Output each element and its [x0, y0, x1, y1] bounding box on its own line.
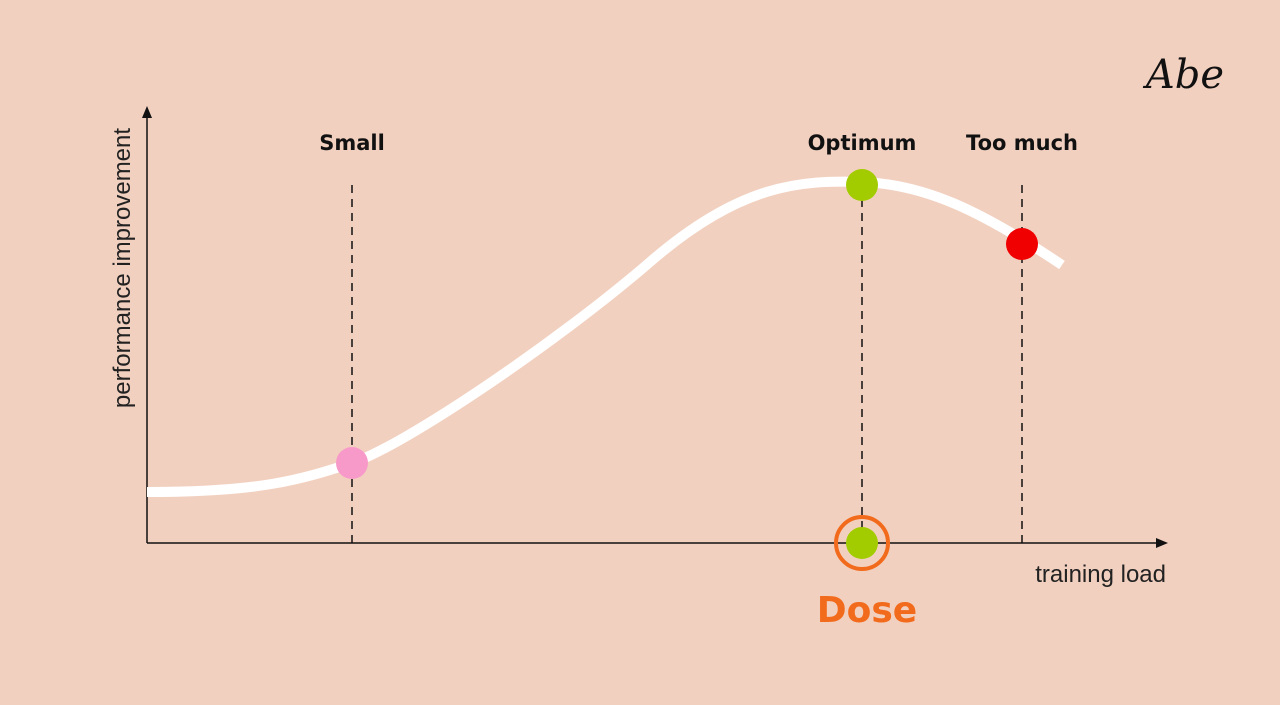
optimum-point: [846, 169, 878, 201]
x-arrow: [1156, 538, 1168, 548]
too-much-point: [1006, 228, 1038, 260]
dose-ring: [834, 515, 890, 571]
dose-label: Dose: [817, 590, 917, 631]
y-arrow: [142, 106, 152, 118]
marker-label: Too much: [966, 131, 1078, 155]
small-point: [336, 447, 368, 479]
marker-label: Small: [319, 131, 385, 155]
dose-point: [846, 527, 878, 559]
marker-label: Optimum: [808, 131, 917, 155]
logo: Abe: [1142, 52, 1224, 98]
y-axis-label: performance improvement: [109, 128, 136, 408]
curve: [146, 176, 1065, 497]
x-axis-label: training load: [1035, 561, 1166, 588]
